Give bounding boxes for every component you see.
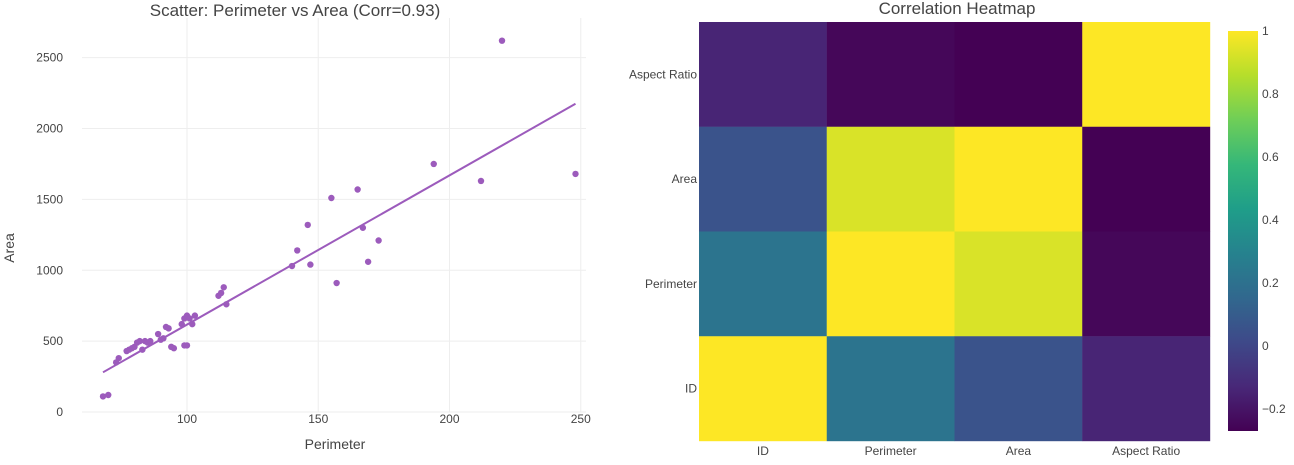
scatter-point (304, 221, 311, 229)
heatmap-x-tick-label: Area (1006, 444, 1032, 458)
heatmap-x-tick-label: ID (757, 444, 769, 458)
scatter-point (498, 37, 506, 44)
heatmap-y-tick-label: ID (685, 382, 697, 396)
heatmap-y-tick-label: Area (672, 172, 698, 186)
heatmap-x-tick-label: Aspect Ratio (1112, 444, 1180, 458)
scatter-x-tick-label: 200 (439, 412, 459, 426)
heatmap-cell (826, 336, 955, 442)
heatmap-cells-group (699, 22, 1211, 442)
scatter-point (288, 262, 296, 270)
scatter-point (105, 391, 112, 399)
scatter-point (160, 335, 167, 342)
heatmap-y-tick-label: Perimeter (645, 277, 697, 291)
heatmap-cell (826, 126, 955, 232)
colorbar-tick-label: −0.2 (1262, 402, 1286, 416)
scatter-point (136, 337, 143, 345)
colorbar-tick-label: 0.8 (1262, 87, 1279, 101)
scatter-x-tick-label: 150 (308, 412, 328, 426)
scatter-x-tick-label: 100 (177, 412, 197, 426)
heatmap-cell (1082, 22, 1211, 127)
heatmap-cell (699, 336, 827, 442)
heatmap-x-tick-labels: ID Perimeter Area Aspect Ratio (757, 444, 1181, 458)
scatter-y-tick-label: 1500 (36, 192, 63, 206)
scatter-point (186, 315, 193, 322)
scatter-point (191, 312, 199, 319)
scatter-point (359, 224, 367, 231)
scatter-y-tick-labels: 0 500 1000 1500 2000 2500 (36, 51, 63, 419)
scatter-point (375, 237, 382, 244)
scatter-point (354, 186, 361, 193)
scatter-y-tick-label: 500 (43, 334, 63, 348)
scatter-points-group (99, 37, 579, 400)
colorbar-tick-label: 0.2 (1262, 276, 1279, 290)
heatmap-panel: Correlation Heatmap ID Perimeter Area Aspec… (629, 0, 1211, 458)
heatmap-title: Correlation Heatmap (879, 0, 1036, 18)
scatter-point (430, 160, 437, 168)
heatmap-y-tick-labels: Aspect Ratio Area Perimeter ID (629, 67, 697, 395)
heatmap-cell (826, 231, 955, 337)
colorbar-tick-label: 0 (1262, 339, 1269, 353)
heatmap-cell (954, 336, 1083, 442)
scatter-point (178, 320, 185, 328)
scatter-point (165, 325, 172, 332)
heatmap-y-tick-label: Aspect Ratio (629, 67, 697, 81)
scatter-y-axis-label: Area (1, 233, 17, 263)
scatter-x-axis-label: Perimeter (305, 436, 366, 452)
scatter-point (99, 393, 107, 400)
heatmap-cell (699, 231, 827, 337)
scatter-y-tick-label: 2500 (36, 51, 63, 65)
scatter-point (328, 194, 335, 202)
scatter-point (183, 342, 191, 349)
heatmap-cell (1082, 126, 1211, 232)
scatter-y-tick-label: 2000 (36, 122, 63, 136)
colorbar-tick-label: 0.6 (1262, 150, 1279, 164)
scatter-point (477, 177, 485, 185)
scatter-point (189, 320, 196, 328)
scatter-point (147, 337, 154, 345)
heatmap-cell (954, 126, 1083, 232)
scatter-x-tick-labels: 100 150 200 250 (177, 412, 591, 426)
colorbar-gradient (1228, 31, 1258, 431)
scatter-point (217, 289, 225, 297)
scatter-panel: 100 150 200 250 0 500 1000 1500 2000 2500 Scatte… (1, 1, 591, 452)
scatter-y-tick-label: 1000 (36, 263, 63, 277)
scatter-grid (82, 18, 586, 413)
scatter-x-tick-label: 250 (571, 412, 591, 426)
scatter-trendline (102, 102, 576, 374)
scatter-point (139, 346, 146, 353)
scatter-point (572, 170, 579, 178)
heatmap-cell (1082, 336, 1211, 442)
scatter-point (170, 345, 178, 352)
scatter-point (220, 284, 227, 291)
scatter-y-tick-label: 0 (56, 405, 63, 419)
colorbar-tick-labels: −0.2 0 0.2 0.4 0.6 0.8 1 (1262, 24, 1286, 416)
scatter-point (223, 301, 230, 308)
colorbar-tick-label: 0.4 (1262, 213, 1279, 227)
scatter-title: Scatter: Perimeter vs Area (Corr=0.93) (150, 1, 441, 20)
scatter-point (115, 354, 122, 362)
heatmap-cell (954, 22, 1083, 127)
scatter-point (307, 261, 314, 268)
heatmap-cell (699, 22, 827, 127)
scatter-point (364, 258, 372, 265)
scatter-point (294, 247, 301, 254)
heatmap-cell (1082, 231, 1211, 337)
colorbar-panel: −0.2 0 0.2 0.4 0.6 0.8 1 (1228, 24, 1286, 431)
scatter-point (154, 330, 162, 338)
heatmap-x-tick-label: Perimeter (865, 444, 917, 458)
scatter-point (333, 279, 340, 287)
scatter-trendline-group (102, 102, 576, 374)
heatmap-cell (826, 22, 955, 127)
heatmap-cell (954, 231, 1083, 337)
colorbar-tick-label: 1 (1262, 24, 1269, 38)
heatmap-cell (699, 126, 827, 232)
